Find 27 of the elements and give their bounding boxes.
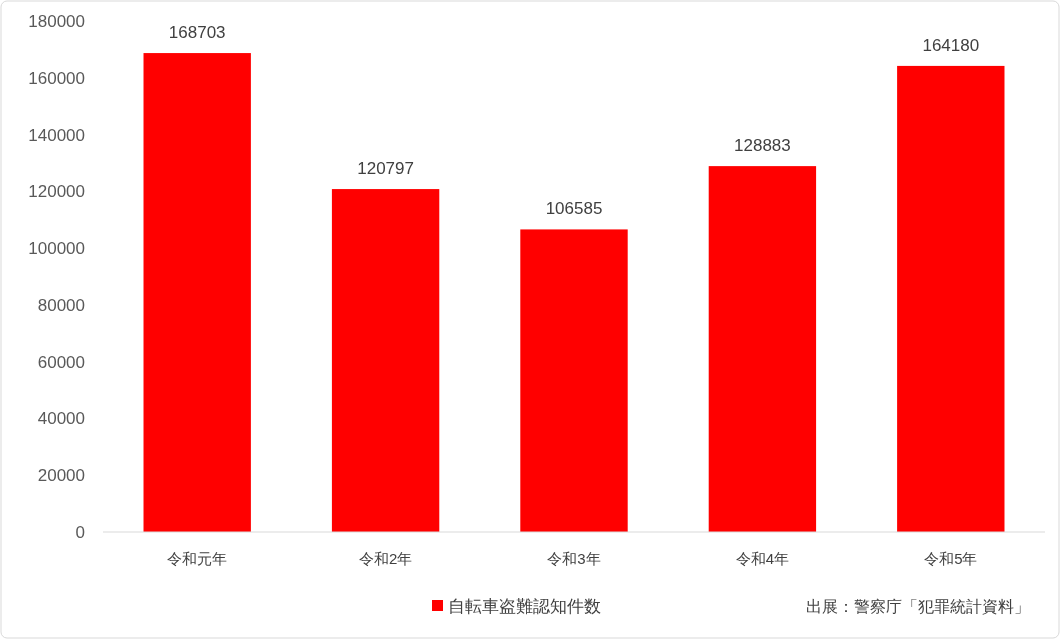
x-tick-label: 令和元年 bbox=[167, 550, 228, 567]
data-label: 120797 bbox=[357, 159, 414, 179]
data-label: 128883 bbox=[734, 136, 791, 156]
y-tick-label: 40000 bbox=[37, 409, 85, 429]
bar bbox=[331, 189, 440, 532]
y-tick-label: 120000 bbox=[28, 182, 85, 202]
y-tick-label: 140000 bbox=[28, 125, 85, 145]
y-tick-label: 180000 bbox=[28, 12, 85, 31]
data-label: 164180 bbox=[922, 35, 980, 55]
y-tick-label: 80000 bbox=[37, 295, 85, 315]
y-tick-label: 60000 bbox=[37, 352, 85, 372]
y-tick-label: 20000 bbox=[37, 466, 85, 486]
x-tick-label: 令和4年 bbox=[735, 550, 790, 567]
data-label: 106585 bbox=[545, 199, 603, 219]
x-tick-label: 令和3年 bbox=[547, 550, 601, 567]
y-tick-label: 160000 bbox=[28, 68, 85, 88]
legend-label: 自転車盗難認知件数 bbox=[448, 597, 601, 616]
y-tick-label: 100000 bbox=[28, 239, 85, 259]
y-tick-label: 0 bbox=[75, 523, 85, 542]
x-tick-label: 令和2年 bbox=[358, 550, 413, 567]
data-label: 168703 bbox=[168, 23, 226, 43]
bar bbox=[520, 229, 628, 532]
text: 出展：警察庁「犯罪統計資料」 bbox=[806, 598, 1030, 615]
bar bbox=[143, 53, 251, 532]
bar bbox=[708, 166, 817, 532]
x-tick-label: 令和5年 bbox=[924, 550, 978, 567]
bar bbox=[897, 65, 1005, 532]
